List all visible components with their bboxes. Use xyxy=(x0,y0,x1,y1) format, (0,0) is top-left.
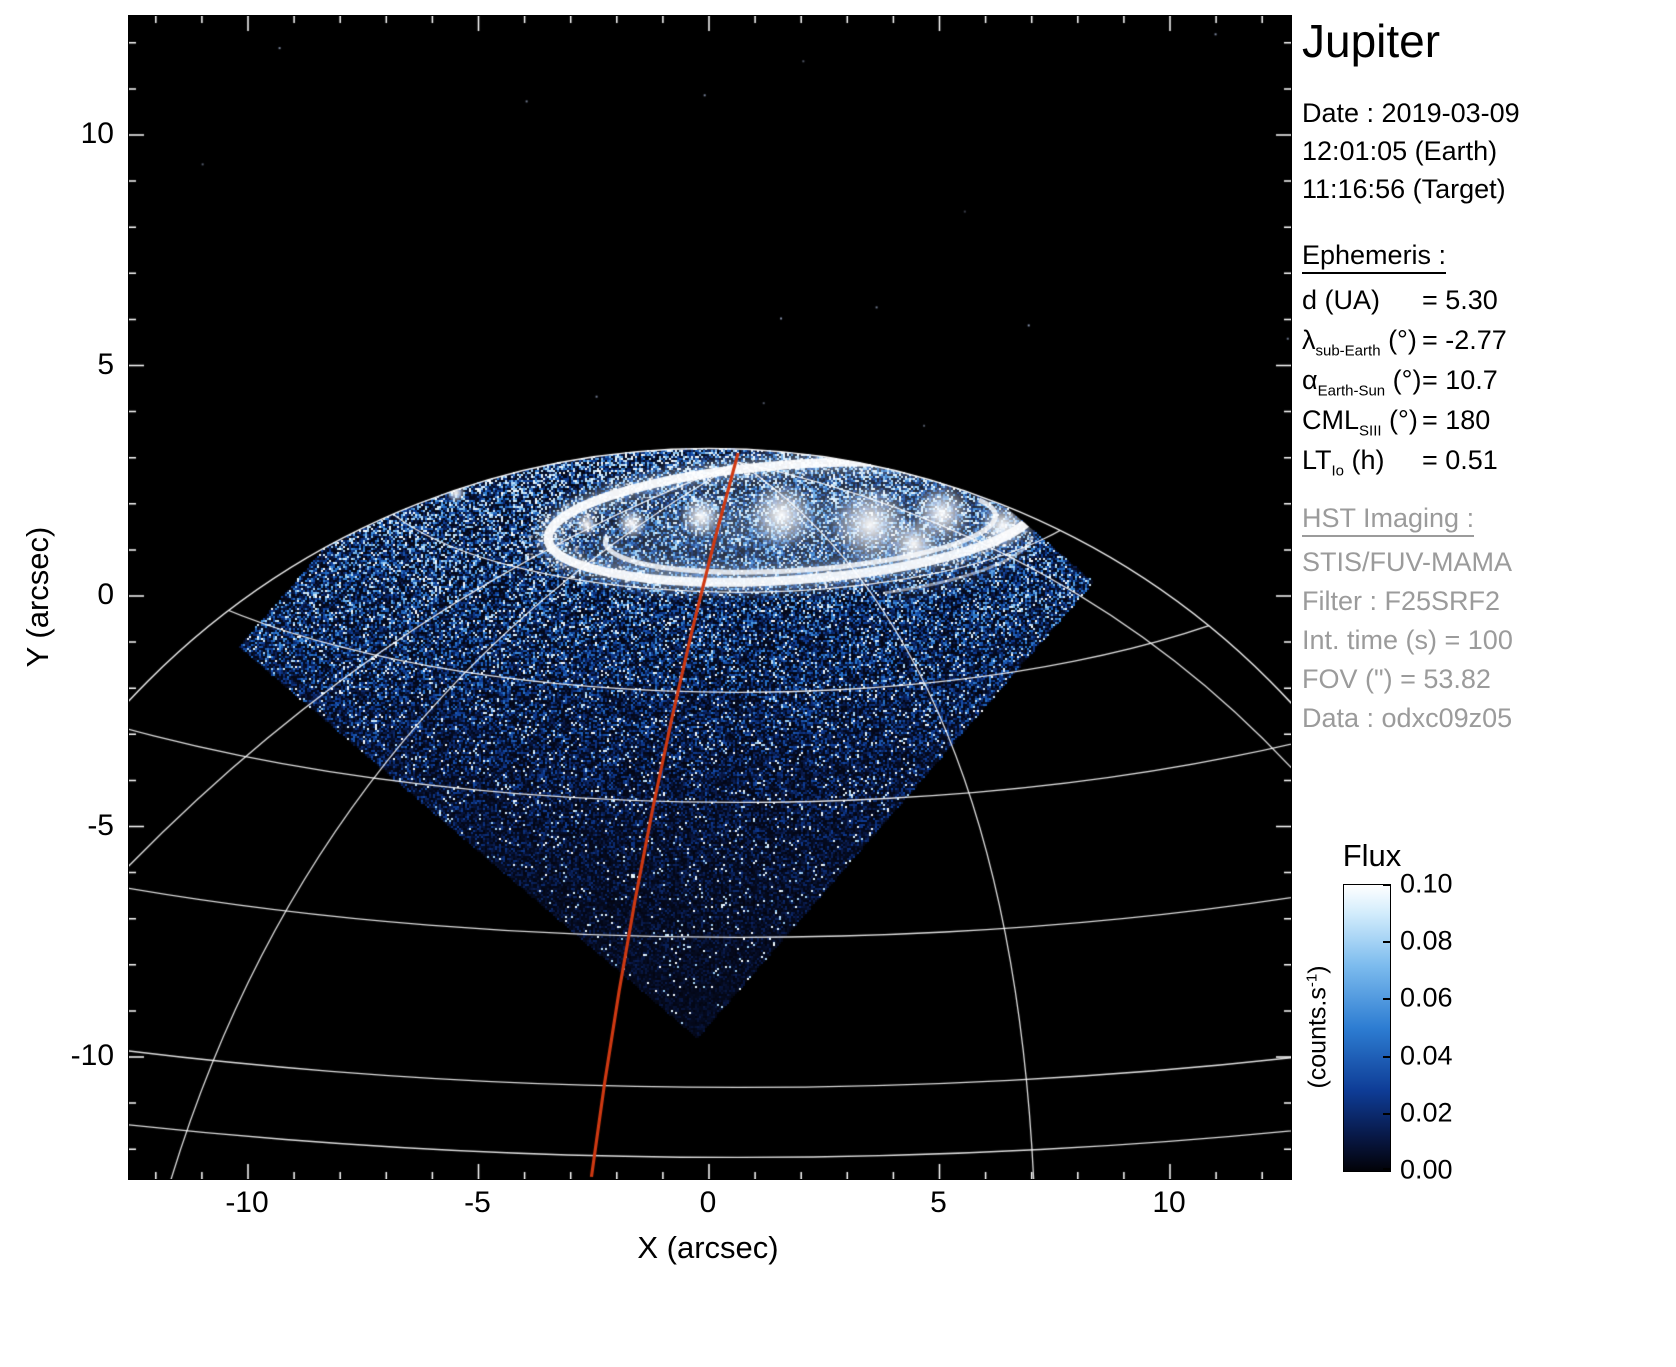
x-tick-label: 5 xyxy=(930,1186,947,1219)
ephemeris-header: Ephemeris : xyxy=(1302,240,1447,274)
colorbar-tick-mark xyxy=(1383,1112,1390,1115)
ephemeris-row-phase-angle: αEarth-Sun (°)= 10.7 xyxy=(1302,365,1498,400)
colorbar-unit-label: (counts.s-1) xyxy=(1303,965,1332,1089)
ephemeris-value: = 10.7 xyxy=(1422,365,1498,395)
colorbar-tick-label: 0.00 xyxy=(1400,1154,1453,1185)
x-axis-title: X (arcsec) xyxy=(637,1230,779,1265)
hst-fov: FOV (") = 53.82 xyxy=(1302,664,1491,694)
x-tick-label: -5 xyxy=(464,1186,491,1219)
ephemeris-table: d (UA) = 5.30 λsub-Earth (°) = -2.77 αEart… xyxy=(1302,280,1507,480)
colorbar-tick-label: 0.06 xyxy=(1400,982,1453,1013)
y-tick-label: 0 xyxy=(97,578,114,611)
colorbar-gradient xyxy=(1343,884,1391,1172)
plot-area xyxy=(128,15,1292,1180)
date-line: Date : 2019-03-09 xyxy=(1302,98,1520,128)
colorbar-tick-mark xyxy=(1383,884,1390,886)
y-tick-label: 5 xyxy=(97,347,114,381)
ephemeris-value: = 180 xyxy=(1422,405,1491,435)
colorbar-tick-label: 0.08 xyxy=(1400,925,1453,956)
hst-data-id: Data : odxc09z05 xyxy=(1302,703,1513,733)
jupiter-aurora-image xyxy=(129,16,1291,1179)
x-tick-label: -10 xyxy=(225,1186,269,1219)
x-tick-label: 10 xyxy=(1152,1186,1186,1219)
y-tick-label: -10 xyxy=(70,1039,114,1072)
ephemeris-row-sub-earth-latitude: λsub-Earth (°) = -2.77 xyxy=(1302,325,1507,360)
time-earth: 12:01:05 (Earth) xyxy=(1302,136,1498,166)
hst-imaging-header: HST Imaging : xyxy=(1302,503,1475,537)
ephemeris-row-cml: CMLSIII (°) = 180 xyxy=(1302,405,1491,440)
x-tick-label: 0 xyxy=(699,1186,717,1219)
colorbar-tick-label: 0.04 xyxy=(1400,1040,1453,1071)
colorbar-tick-label: 0.10 xyxy=(1400,868,1453,899)
hst-filter: Filter : F25SRF2 xyxy=(1302,586,1501,616)
y-tick-label: -5 xyxy=(87,808,114,842)
colorbar-tick-mark xyxy=(1383,1168,1390,1170)
ephemeris-row-distance: d (UA) = 5.30 xyxy=(1302,285,1498,315)
ephemeris-value: = 5.30 xyxy=(1422,285,1498,315)
colorbar-tick-mark xyxy=(1383,1055,1390,1058)
ephemeris-value: = 0.51 xyxy=(1422,445,1498,475)
hst-integration-time: Int. time (s) = 100 xyxy=(1302,625,1513,655)
y-axis-title: Y (arcsec) xyxy=(20,526,55,668)
hst-imaging-block: STIS/FUV-MAMA Filter : F25SRF2 Int. time… xyxy=(1302,543,1513,738)
y-tick-label: 10 xyxy=(80,117,114,150)
ephemeris-value: = -2.77 xyxy=(1422,325,1507,355)
hst-instrument: STIS/FUV-MAMA xyxy=(1302,547,1513,577)
colorbar-tick-label: 0.02 xyxy=(1400,1097,1453,1128)
date-time-block: Date : 2019-03-09 12:01:05 (Earth) 11:16… xyxy=(1302,94,1520,208)
target-title: Jupiter xyxy=(1302,15,1441,67)
colorbar-title: Flux xyxy=(1342,838,1402,873)
colorbar-tick-mark xyxy=(1383,941,1390,944)
ephemeris-row-io-local-time: LTIo (h) = 0.51 xyxy=(1302,445,1498,480)
time-target: 11:16:56 (Target) xyxy=(1302,174,1506,204)
colorbar-tick-mark xyxy=(1383,998,1390,1001)
